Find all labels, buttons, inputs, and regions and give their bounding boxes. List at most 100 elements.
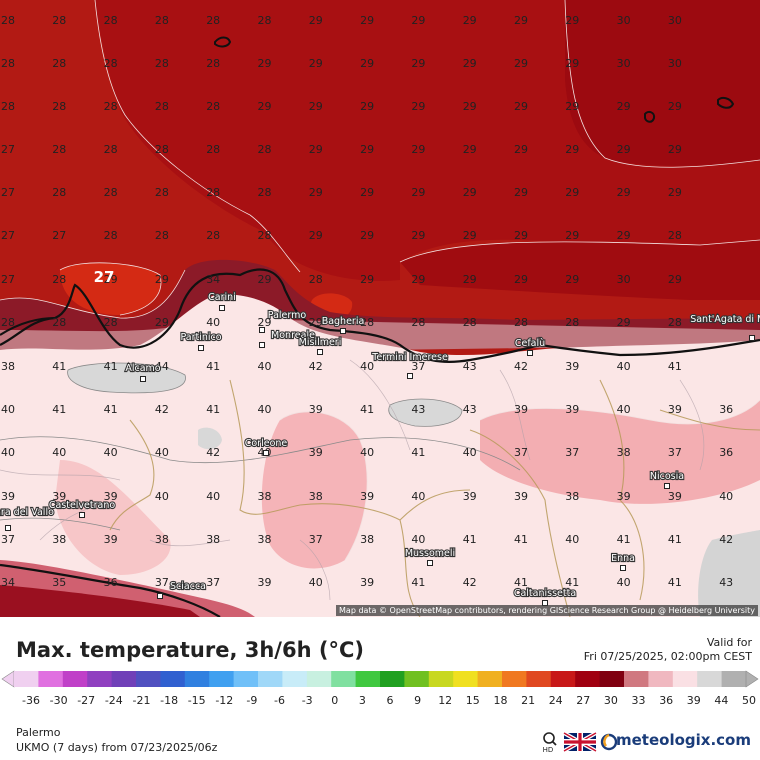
grid-value: 29 bbox=[258, 57, 272, 70]
legend-swatch bbox=[502, 671, 527, 687]
grid-value: 28 bbox=[309, 273, 323, 286]
grid-value: 29 bbox=[309, 57, 323, 70]
grid-value: 27 bbox=[1, 273, 15, 286]
grid-value: 37 bbox=[309, 533, 323, 546]
grid-value: 28 bbox=[411, 316, 425, 329]
grid-value: 29 bbox=[668, 186, 682, 199]
city-dot bbox=[219, 305, 225, 311]
grid-value: 41 bbox=[514, 533, 528, 546]
grid-value: 30 bbox=[668, 57, 682, 70]
grid-value: 28 bbox=[104, 229, 118, 242]
city-label: Castelvetrano bbox=[49, 500, 116, 511]
legend-tick-label: -30 bbox=[50, 694, 68, 707]
grid-value: 42 bbox=[309, 360, 323, 373]
legend-tick-label: 21 bbox=[521, 694, 535, 707]
grid-value: 28 bbox=[258, 143, 272, 156]
city-dot bbox=[157, 593, 163, 599]
grid-value: 38 bbox=[206, 533, 220, 546]
hd-zoom-icon[interactable]: HD bbox=[543, 732, 557, 754]
grid-value: 40 bbox=[411, 533, 425, 546]
grid-value: 28 bbox=[52, 100, 66, 113]
minor-boundaries bbox=[0, 359, 705, 601]
grid-value: 40 bbox=[309, 576, 323, 589]
land-hot-3 bbox=[55, 460, 171, 575]
legend-swatch bbox=[404, 671, 430, 687]
legend-tick-label: -3 bbox=[302, 694, 313, 707]
grid-value: 39 bbox=[52, 490, 66, 503]
city-label: Enna bbox=[611, 553, 635, 564]
isotherms-grey bbox=[0, 362, 521, 531]
legend-swatch bbox=[624, 671, 649, 687]
city-dot bbox=[263, 450, 269, 456]
grid-value: 38 bbox=[258, 533, 272, 546]
grid-value: 29 bbox=[617, 186, 631, 199]
grid-value: 28 bbox=[155, 14, 169, 27]
grid-value: 38 bbox=[617, 446, 631, 459]
legend-swatch bbox=[380, 671, 405, 687]
legend-tick-label: 3 bbox=[359, 694, 366, 707]
legend-swatch bbox=[209, 671, 235, 687]
brand-name[interactable]: meteologix.com bbox=[616, 731, 751, 749]
grid-value: 28 bbox=[104, 57, 118, 70]
legend-swatch bbox=[233, 671, 259, 687]
legend-swatch bbox=[282, 671, 308, 687]
grid-value: 41 bbox=[514, 576, 528, 589]
grid-value: 37 bbox=[668, 446, 682, 459]
grid-value: 29 bbox=[360, 100, 374, 113]
grid-value: 40 bbox=[360, 446, 374, 459]
grid-value: 28 bbox=[1, 100, 15, 113]
land-grey-2 bbox=[388, 398, 462, 427]
grid-value: 29 bbox=[360, 14, 374, 27]
grid-value: 29 bbox=[104, 273, 118, 286]
grid-value: 39 bbox=[258, 576, 272, 589]
legend-swatch bbox=[697, 671, 723, 687]
grid-value: 41 bbox=[668, 360, 682, 373]
grid-value: 28 bbox=[1, 57, 15, 70]
grid-value: 41 bbox=[104, 403, 118, 416]
temperature-map[interactable]: 28 28 28 28 28 28 29 29 29 29 29 29 30 30 28 28 28 28 28 29… bbox=[0, 0, 760, 617]
grid-value: 41 bbox=[206, 360, 220, 373]
grid-value: 40 bbox=[617, 576, 631, 589]
grid-value: 37 bbox=[206, 576, 220, 589]
grid-value: 28 bbox=[206, 143, 220, 156]
grid-value: 29 bbox=[565, 100, 579, 113]
grid-value: 29 bbox=[411, 186, 425, 199]
grid-value: 38 bbox=[258, 490, 272, 503]
grid-value: 41 bbox=[104, 360, 118, 373]
legend-tick-label: -27 bbox=[77, 694, 95, 707]
grid-value: 39 bbox=[360, 576, 374, 589]
legend-swatch bbox=[453, 671, 479, 687]
legend-tick-label: 18 bbox=[494, 694, 508, 707]
grid-value: 27 bbox=[1, 186, 15, 199]
grid-value: 28 bbox=[52, 57, 66, 70]
grid-value: 28 bbox=[155, 100, 169, 113]
highlight-temperature-label: 27 bbox=[94, 268, 115, 286]
grid-value: 28 bbox=[155, 143, 169, 156]
grid-value: 28 bbox=[258, 229, 272, 242]
grid-value: 28 bbox=[52, 316, 66, 329]
grid-value: 29 bbox=[360, 143, 374, 156]
grid-value: 39 bbox=[104, 533, 118, 546]
grid-value: 37 bbox=[155, 576, 169, 589]
legend-swatch bbox=[355, 671, 381, 687]
land-hot-2 bbox=[480, 400, 760, 504]
uk-flag-icon[interactable] bbox=[563, 731, 597, 753]
city-dot bbox=[198, 345, 204, 351]
legend-tick-label: 15 bbox=[466, 694, 480, 707]
grid-value: 29 bbox=[463, 229, 477, 242]
grid-value: 29 bbox=[463, 57, 477, 70]
city-label: Mazara del Vallo bbox=[0, 507, 54, 518]
grid-value: 43 bbox=[719, 576, 733, 589]
grid-value: 43 bbox=[411, 403, 425, 416]
model-run-info: UKMO (7 days) from 07/23/2025/06z bbox=[16, 741, 218, 754]
grid-value: 29 bbox=[514, 14, 528, 27]
grid-value: 41 bbox=[463, 533, 477, 546]
city-dot bbox=[749, 335, 755, 341]
grid-value: 28 bbox=[668, 229, 682, 242]
warm-zone-north-coast bbox=[400, 240, 760, 300]
grid-value: 28 bbox=[565, 316, 579, 329]
legend-tick-label: 50 bbox=[742, 694, 756, 707]
grid-value: 29 bbox=[411, 100, 425, 113]
grid-value: 41 bbox=[617, 533, 631, 546]
grid-value: 28 bbox=[1, 14, 15, 27]
